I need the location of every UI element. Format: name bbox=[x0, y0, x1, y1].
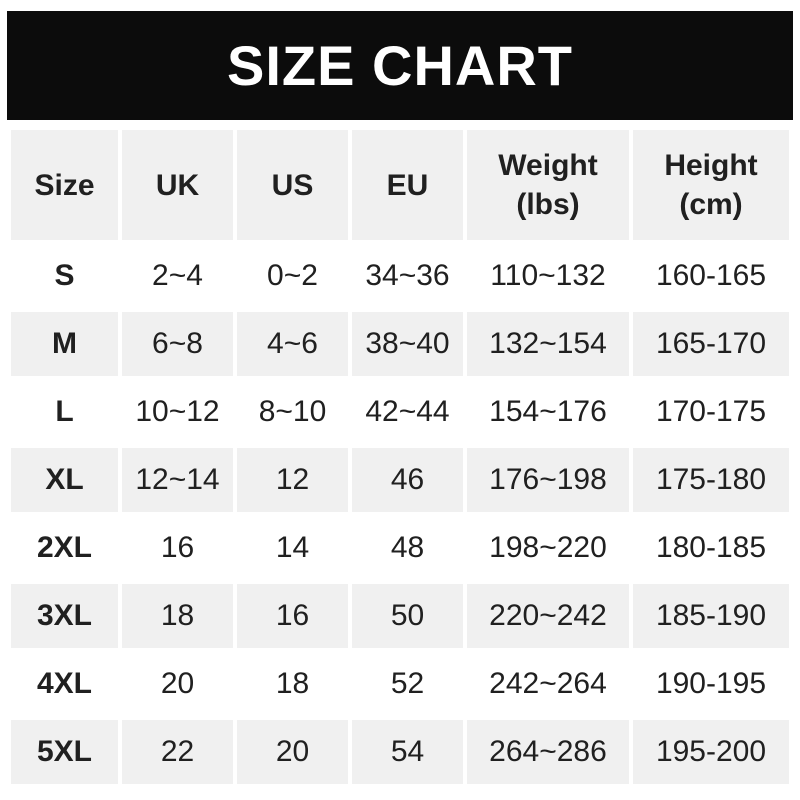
header-row: Size UK US EU Weight (lbs) Height (cm) bbox=[11, 130, 789, 240]
table-cell: 6~8 bbox=[122, 312, 233, 376]
table-cell: 12~14 bbox=[122, 448, 233, 512]
page-title: SIZE CHART bbox=[227, 33, 573, 97]
table-cell: 198~220 bbox=[467, 516, 629, 580]
row-label: L bbox=[11, 380, 118, 444]
row-label: 5XL bbox=[11, 720, 118, 784]
column-header-eu: EU bbox=[352, 130, 463, 240]
table-cell: 8~10 bbox=[237, 380, 348, 444]
table-cell: 54 bbox=[352, 720, 463, 784]
column-header-uk: UK bbox=[122, 130, 233, 240]
table-row-2xl: 2XL 16 14 48 198~220 180-185 bbox=[11, 516, 789, 580]
table-row-3xl: 3XL 18 16 50 220~242 185-190 bbox=[11, 584, 789, 648]
table-cell: 16 bbox=[122, 516, 233, 580]
table-cell: 46 bbox=[352, 448, 463, 512]
title-banner: SIZE CHART bbox=[7, 11, 793, 120]
table-cell: 2~4 bbox=[122, 244, 233, 308]
table-cell: 110~132 bbox=[467, 244, 629, 308]
table-cell: 195-200 bbox=[633, 720, 789, 784]
table-row-m: M 6~8 4~6 38~40 132~154 165-170 bbox=[11, 312, 789, 376]
column-header-size: Size bbox=[11, 130, 118, 240]
table-cell: 20 bbox=[237, 720, 348, 784]
table-cell: 22 bbox=[122, 720, 233, 784]
table-cell: 132~154 bbox=[467, 312, 629, 376]
table-cell: 176~198 bbox=[467, 448, 629, 512]
table-cell: 16 bbox=[237, 584, 348, 648]
table-cell: 42~44 bbox=[352, 380, 463, 444]
table-cell: 18 bbox=[237, 652, 348, 716]
table-cell: 38~40 bbox=[352, 312, 463, 376]
column-header-height: Height (cm) bbox=[633, 130, 789, 240]
table-cell: 264~286 bbox=[467, 720, 629, 784]
table-cell: 185-190 bbox=[633, 584, 789, 648]
table-cell: 242~264 bbox=[467, 652, 629, 716]
table-cell: 50 bbox=[352, 584, 463, 648]
table-row-xl: XL 12~14 12 46 176~198 175-180 bbox=[11, 448, 789, 512]
row-label: XL bbox=[11, 448, 118, 512]
table-cell: 52 bbox=[352, 652, 463, 716]
table-cell: 20 bbox=[122, 652, 233, 716]
table-cell: 220~242 bbox=[467, 584, 629, 648]
table-cell: 0~2 bbox=[237, 244, 348, 308]
table-cell: 10~12 bbox=[122, 380, 233, 444]
table-cell: 170-175 bbox=[633, 380, 789, 444]
table-cell: 12 bbox=[237, 448, 348, 512]
row-label: S bbox=[11, 244, 118, 308]
row-label: M bbox=[11, 312, 118, 376]
table-cell: 180-185 bbox=[633, 516, 789, 580]
row-label: 2XL bbox=[11, 516, 118, 580]
table-cell: 154~176 bbox=[467, 380, 629, 444]
table-cell: 48 bbox=[352, 516, 463, 580]
table-cell: 175-180 bbox=[633, 448, 789, 512]
table-cell: 165-170 bbox=[633, 312, 789, 376]
table-cell: 4~6 bbox=[237, 312, 348, 376]
table-cell: 190-195 bbox=[633, 652, 789, 716]
table-cell: 14 bbox=[237, 516, 348, 580]
table-row-5xl: 5XL 22 20 54 264~286 195-200 bbox=[11, 720, 789, 784]
table-row-s: S 2~4 0~2 34~36 110~132 160-165 bbox=[11, 244, 789, 308]
table-cell: 160-165 bbox=[633, 244, 789, 308]
row-label: 3XL bbox=[11, 584, 118, 648]
column-header-us: US bbox=[237, 130, 348, 240]
table-cell: 34~36 bbox=[352, 244, 463, 308]
size-chart-table: Size UK US EU Weight (lbs) Height (cm) S… bbox=[7, 126, 793, 788]
table-row-4xl: 4XL 20 18 52 242~264 190-195 bbox=[11, 652, 789, 716]
table-cell: 18 bbox=[122, 584, 233, 648]
row-label: 4XL bbox=[11, 652, 118, 716]
column-header-weight: Weight (lbs) bbox=[467, 130, 629, 240]
table-row-l: L 10~12 8~10 42~44 154~176 170-175 bbox=[11, 380, 789, 444]
